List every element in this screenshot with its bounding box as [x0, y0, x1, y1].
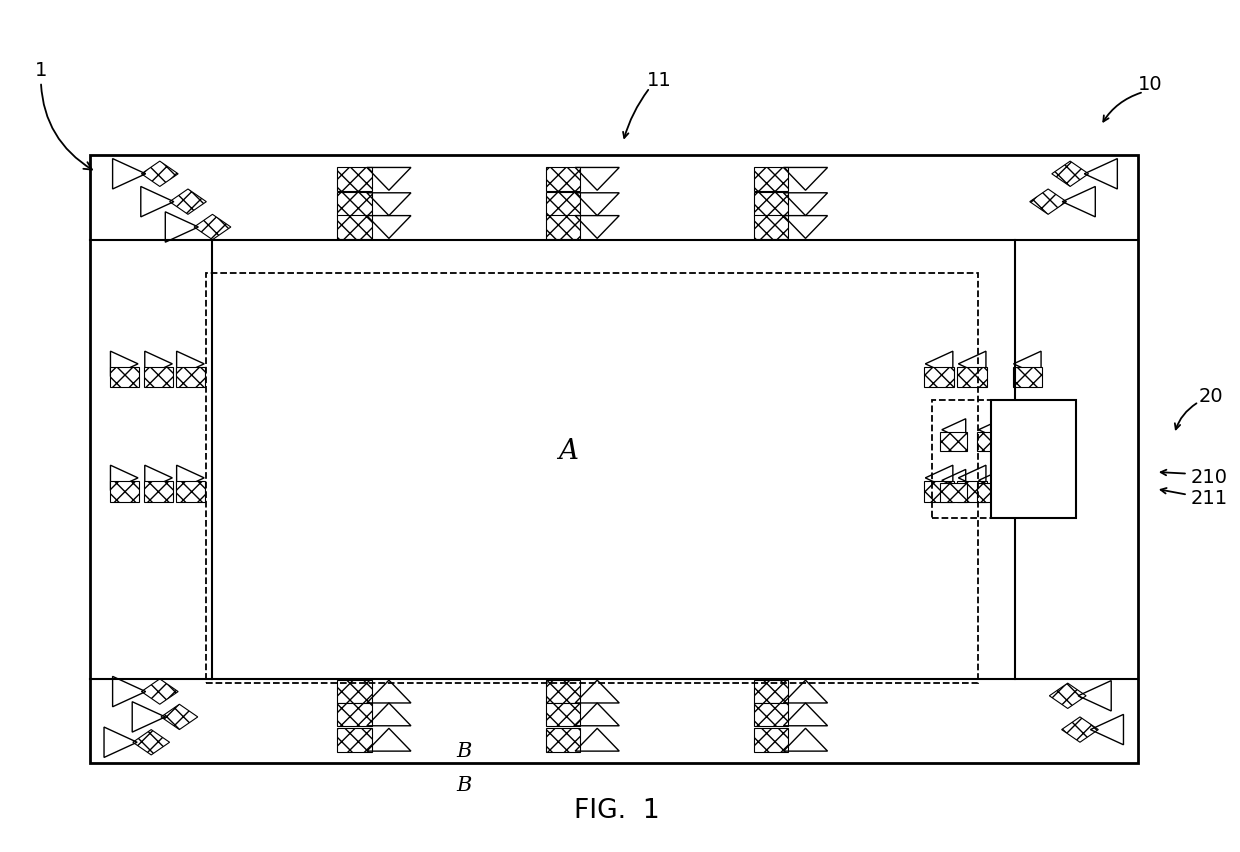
Text: 211: 211: [1190, 488, 1228, 507]
Polygon shape: [977, 483, 1004, 502]
Polygon shape: [546, 728, 580, 751]
Polygon shape: [546, 703, 580, 727]
Text: 20: 20: [1199, 387, 1224, 406]
Polygon shape: [141, 679, 179, 705]
Polygon shape: [957, 481, 987, 502]
Polygon shape: [754, 703, 789, 727]
Polygon shape: [977, 433, 1004, 452]
Polygon shape: [161, 705, 197, 729]
Polygon shape: [546, 193, 580, 216]
Polygon shape: [170, 190, 206, 215]
Bar: [91, 156, 1137, 763]
Text: B: B: [456, 741, 471, 760]
Polygon shape: [337, 728, 372, 751]
Polygon shape: [754, 168, 789, 192]
Polygon shape: [337, 216, 372, 239]
Polygon shape: [109, 368, 139, 388]
Polygon shape: [133, 729, 170, 755]
Polygon shape: [1049, 683, 1086, 709]
Text: 10: 10: [1137, 75, 1162, 94]
Text: FIG.  1: FIG. 1: [574, 797, 660, 823]
Polygon shape: [957, 368, 987, 388]
Polygon shape: [754, 680, 789, 704]
Polygon shape: [337, 703, 372, 727]
Text: 210: 210: [1190, 467, 1228, 486]
Polygon shape: [546, 216, 580, 239]
Polygon shape: [141, 162, 179, 187]
Polygon shape: [754, 216, 789, 239]
Polygon shape: [1013, 481, 1042, 502]
Text: B: B: [456, 775, 471, 794]
Bar: [931, 400, 1076, 519]
Bar: [206, 274, 978, 683]
Polygon shape: [1029, 190, 1066, 215]
Polygon shape: [337, 168, 372, 192]
Polygon shape: [546, 168, 580, 192]
Polygon shape: [144, 368, 174, 388]
Polygon shape: [924, 481, 954, 502]
Text: 1: 1: [35, 60, 92, 170]
Polygon shape: [546, 680, 580, 704]
Polygon shape: [195, 215, 231, 240]
Text: A: A: [558, 438, 578, 465]
Polygon shape: [1023, 433, 1049, 452]
Polygon shape: [144, 481, 174, 502]
Text: 11: 11: [647, 71, 672, 89]
Polygon shape: [337, 193, 372, 216]
Bar: [991, 400, 1076, 519]
Polygon shape: [940, 433, 967, 452]
Polygon shape: [924, 368, 954, 388]
Polygon shape: [176, 368, 205, 388]
Polygon shape: [1023, 483, 1049, 502]
Polygon shape: [754, 728, 789, 751]
Polygon shape: [940, 483, 967, 502]
Polygon shape: [1052, 162, 1089, 187]
Polygon shape: [109, 481, 139, 502]
Polygon shape: [1013, 368, 1042, 388]
Polygon shape: [754, 193, 789, 216]
Polygon shape: [337, 680, 372, 704]
Polygon shape: [1061, 717, 1099, 742]
Polygon shape: [176, 481, 205, 502]
